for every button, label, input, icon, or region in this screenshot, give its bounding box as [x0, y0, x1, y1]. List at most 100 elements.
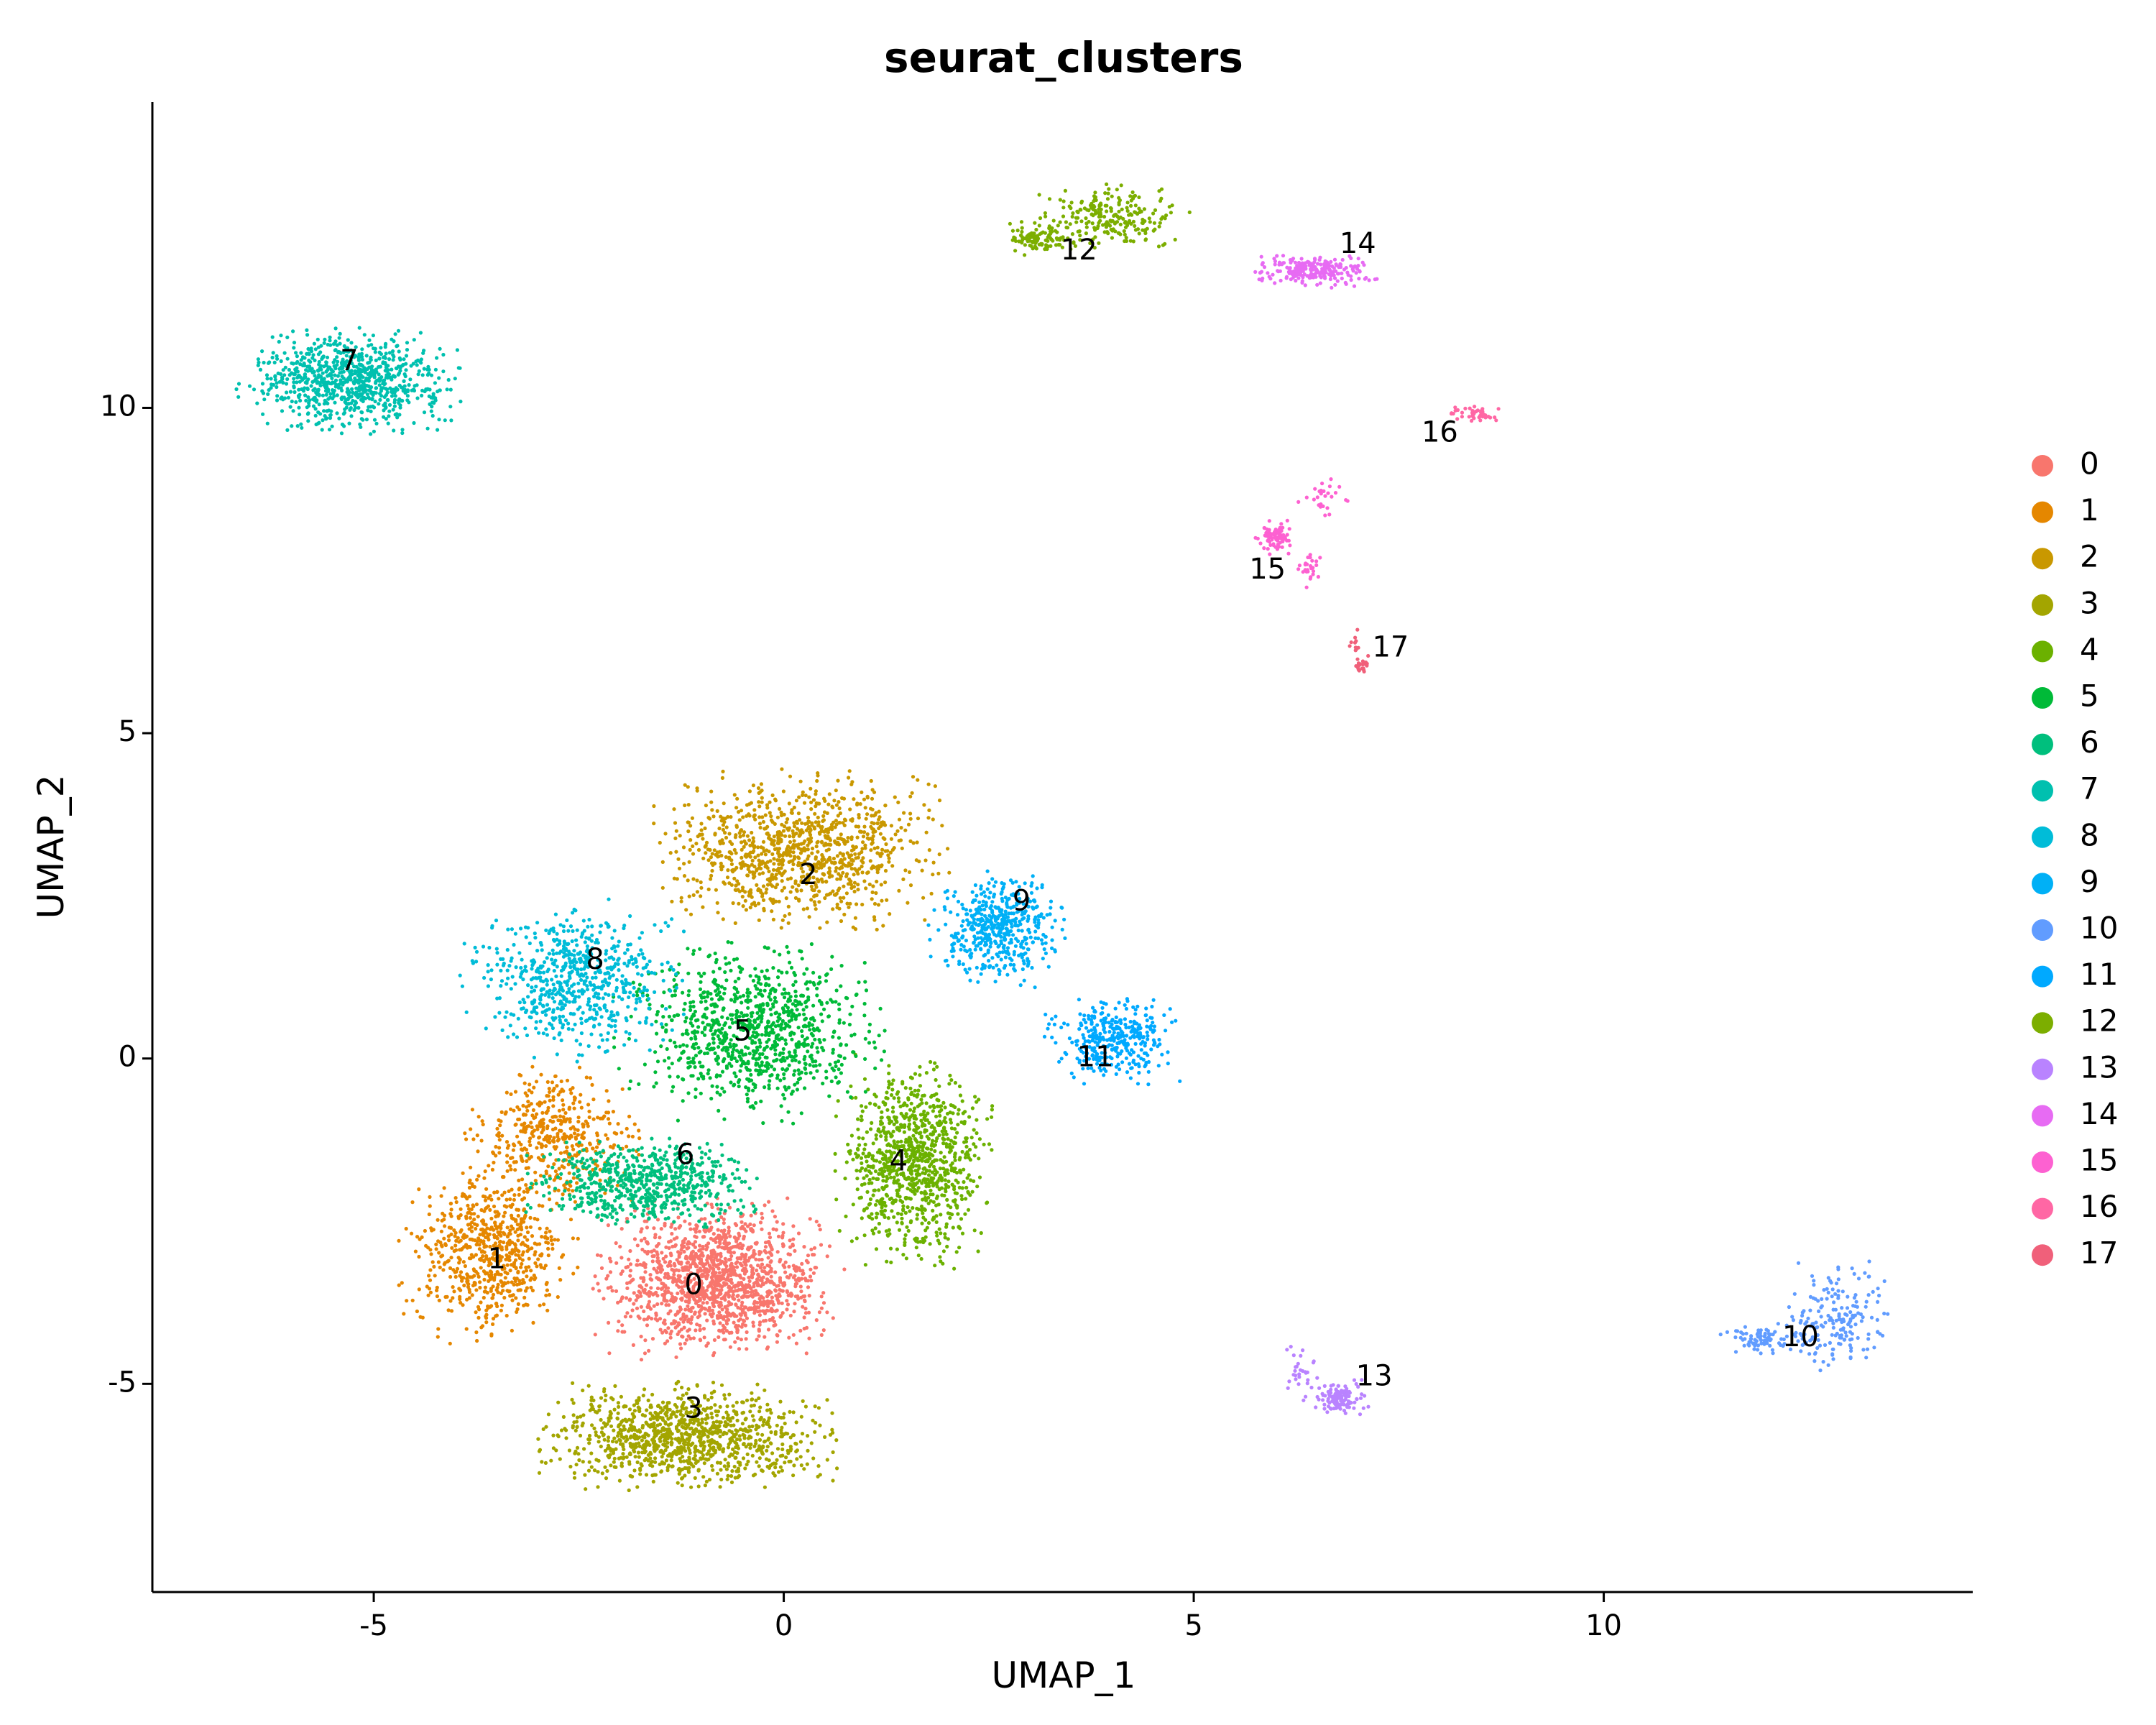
- cell-point: [808, 839, 812, 843]
- cell-point: [643, 1270, 648, 1274]
- cell-point: [445, 1294, 449, 1299]
- cell-point: [850, 780, 854, 784]
- cell-point: [718, 1321, 722, 1325]
- cell-point: [757, 1328, 761, 1332]
- cell-point: [553, 1169, 558, 1174]
- cell-point: [606, 1110, 611, 1115]
- cell-point: [821, 814, 826, 818]
- cell-point: [665, 1264, 671, 1268]
- cell-point: [528, 1215, 533, 1220]
- cell-point: [546, 1254, 550, 1258]
- cell-point: [634, 1298, 638, 1302]
- cell-point: [812, 900, 816, 904]
- cell-point: [704, 844, 708, 848]
- cell-point: [675, 1405, 679, 1409]
- cell-point: [771, 1471, 775, 1476]
- cell-point: [785, 1299, 789, 1303]
- cell-point: [415, 1235, 420, 1239]
- cell-point: [721, 1450, 725, 1454]
- cell-point: [708, 847, 712, 852]
- cell-point: [658, 1236, 662, 1240]
- cell-point: [397, 1283, 401, 1287]
- cell-point: [476, 1215, 480, 1219]
- cell-point: [524, 1183, 528, 1187]
- cell-point: [641, 1394, 645, 1398]
- cell-point: [578, 1433, 583, 1438]
- cell-point: [741, 1400, 745, 1404]
- cell-point: [842, 912, 847, 916]
- cell-point: [636, 1450, 641, 1455]
- cell-point: [689, 1485, 694, 1489]
- cell-point: [711, 1263, 716, 1267]
- cell-point: [819, 825, 823, 829]
- cell-point: [958, 1156, 962, 1160]
- cell-point: [832, 861, 837, 865]
- cell-point: [788, 1313, 793, 1317]
- cell-point: [682, 874, 687, 878]
- cell-point: [942, 1155, 946, 1159]
- cell-point: [680, 1476, 684, 1481]
- cell-point: [576, 1116, 581, 1120]
- cell-point: [874, 811, 878, 815]
- cell-point: [517, 1282, 522, 1286]
- cell-point: [729, 1265, 733, 1269]
- cell-point: [863, 1263, 867, 1267]
- cell-point: [758, 1309, 763, 1313]
- cell-point: [875, 927, 879, 932]
- cell-point: [691, 1336, 696, 1340]
- cell-point: [441, 1254, 445, 1258]
- cell-point: [766, 1256, 770, 1260]
- cell-point: [742, 1442, 746, 1446]
- cell-point: [448, 1341, 452, 1346]
- cell-point: [540, 1235, 544, 1239]
- cell-point: [780, 879, 784, 883]
- cell-point: [552, 1145, 556, 1149]
- cell-point: [709, 1296, 714, 1300]
- cell-point: [655, 1256, 660, 1260]
- cell-point: [749, 1245, 753, 1249]
- cell-point: [788, 1273, 793, 1277]
- cell-point: [520, 1218, 524, 1223]
- cell-point: [603, 1191, 607, 1195]
- cell-point: [864, 886, 868, 891]
- cell-point: [674, 1268, 678, 1272]
- cell-point: [544, 1240, 548, 1245]
- cell-point: [492, 1160, 496, 1165]
- cell-point: [699, 1307, 704, 1312]
- cell-point: [767, 869, 771, 873]
- cell-point: [758, 790, 763, 794]
- cell-point: [908, 816, 913, 821]
- cell-point: [956, 1123, 960, 1127]
- cell-point: [775, 815, 780, 819]
- cell-point: [718, 1444, 722, 1448]
- cell-point: [702, 1461, 706, 1466]
- cell-point: [765, 1277, 770, 1282]
- cell-point: [677, 1419, 681, 1423]
- cell-point: [647, 1300, 652, 1304]
- cell-point: [479, 1228, 484, 1232]
- cell-point: [709, 789, 714, 794]
- cell-point: [865, 832, 870, 837]
- cell-point: [452, 1289, 456, 1294]
- cell-point: [814, 1420, 818, 1425]
- cell-point: [588, 1141, 592, 1146]
- cell-point: [574, 1420, 579, 1424]
- cell-point: [926, 816, 931, 820]
- cell-point: [827, 837, 831, 841]
- cell-point: [788, 834, 792, 839]
- cell-point: [464, 1327, 469, 1331]
- cell-point: [491, 1292, 496, 1297]
- cell-point: [871, 830, 875, 834]
- cell-point: [467, 1185, 472, 1190]
- cell-point: [701, 1264, 706, 1269]
- cell-point: [664, 1254, 668, 1259]
- cell-point: [741, 1410, 746, 1414]
- cell-point: [724, 825, 729, 829]
- cell-point: [745, 1347, 749, 1351]
- cell-point: [497, 1151, 502, 1155]
- cell-point: [397, 1238, 401, 1243]
- cell-point: [778, 1329, 782, 1333]
- cell-point: [814, 1318, 819, 1322]
- cell-point: [657, 1259, 661, 1264]
- cell-point: [676, 1277, 681, 1282]
